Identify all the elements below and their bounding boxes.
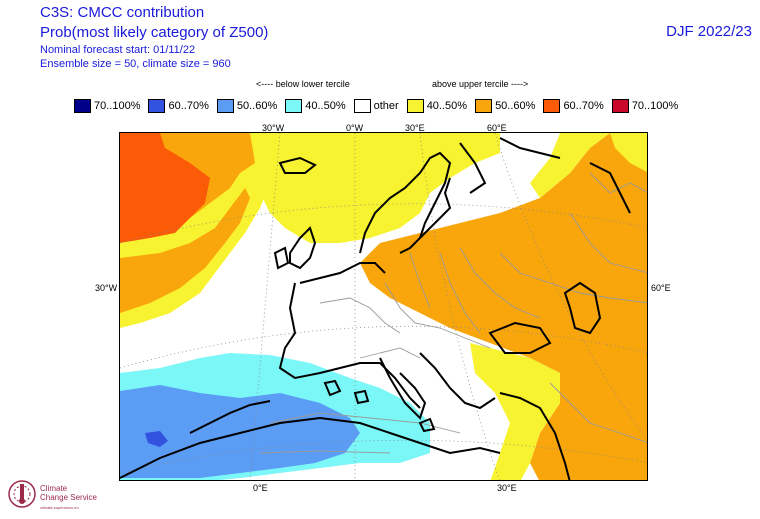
- above-tercile-label: above upper tercile ---->: [432, 79, 529, 89]
- thermometer-bulb-icon: [19, 498, 25, 504]
- legend-item-above-50-60: 50..60%: [475, 99, 535, 113]
- legend-label: 40..50%: [305, 100, 346, 112]
- field-yellow-north: [250, 133, 500, 243]
- field-orange-southwest: [120, 188, 250, 313]
- lat-label-right: 60°E: [651, 283, 671, 293]
- forecast-start-text: Nominal forecast start: 01/11/22: [40, 44, 196, 56]
- legend-swatch: [406, 99, 424, 113]
- field-yellow-east-edge: [610, 133, 647, 172]
- legend-swatch: [148, 99, 166, 113]
- legend-swatch: [611, 99, 629, 113]
- legend-item-above-60-70: 60..70%: [543, 99, 604, 113]
- map-panel: [119, 132, 648, 481]
- legend-item-other: other: [353, 99, 399, 113]
- copernicus-logo: [8, 480, 36, 508]
- legend-swatch: [285, 99, 303, 113]
- field-blue-south: [120, 385, 360, 478]
- coastlines: [120, 137, 631, 480]
- lon-label-top-60e: 60°E: [487, 123, 507, 133]
- legend-item-above-40-50: 40..50%: [406, 99, 468, 113]
- legend-label: 70..100%: [631, 100, 679, 112]
- legend-item-below-50-60: 50..60%: [216, 99, 278, 113]
- ensemble-size-text: Ensemble size = 50, climate size = 960: [40, 58, 231, 70]
- lon-label-bottom-30e: 30°E: [497, 483, 517, 493]
- field-orange-east: [360, 133, 647, 480]
- lon-label-top-30w: 30°W: [262, 123, 285, 133]
- legend-label: 50..60%: [495, 100, 536, 112]
- legend-swatch: [543, 99, 561, 113]
- legend-item-above-70-100: 70..100%: [611, 99, 679, 113]
- logo-text-climate: Climate: [40, 484, 68, 493]
- field-red-west: [120, 133, 210, 243]
- legend-label: 60..70%: [168, 100, 209, 112]
- field-yellow-northeast: [530, 133, 610, 198]
- logo-ring: [8, 480, 36, 508]
- legend-item-below-70-100: 70..100%: [74, 99, 140, 113]
- lon-label-top-0w: 0°W: [346, 123, 364, 133]
- lon-label-top-30e: 30°E: [405, 123, 425, 133]
- legend-label: 60..70%: [563, 100, 604, 112]
- legend-swatch: [216, 99, 234, 113]
- color-legend: 70..100% 60..70% 50..60% 40..50% other 4…: [74, 98, 686, 114]
- legend-label: 40..50%: [426, 100, 468, 112]
- legend-swatch: [475, 99, 493, 113]
- country-borders: [259, 172, 647, 454]
- graticule: [120, 133, 647, 480]
- lon-label-bottom-0e: 0°E: [253, 483, 268, 493]
- logo-text-service: Change Service: [40, 493, 97, 502]
- map-subtitle: Prob(most likely category of Z500): [40, 24, 269, 41]
- legend-label: 70..100%: [94, 100, 141, 112]
- legend-swatch: [353, 99, 371, 113]
- legend-item-below-60-70: 60..70%: [148, 99, 209, 113]
- legend-swatch: [74, 99, 91, 113]
- field-yellow-southeast: [470, 343, 560, 480]
- legend-label: 50..60%: [236, 100, 278, 112]
- thermometer-icon: [20, 484, 24, 500]
- below-tercile-label: <---- below lower tercile: [256, 79, 350, 89]
- map-title: C3S: CMCC contribution: [40, 4, 205, 21]
- probability-map: [120, 133, 647, 480]
- logo-text-url: climate.copernicus.eu: [40, 505, 79, 510]
- lat-label-left: 30°W: [95, 283, 118, 293]
- season-label: DJF 2022/23: [666, 23, 752, 40]
- legend-label: other: [373, 100, 399, 112]
- field-blue-strong: [145, 431, 168, 447]
- legend-item-below-40-50: 40..50%: [285, 99, 346, 113]
